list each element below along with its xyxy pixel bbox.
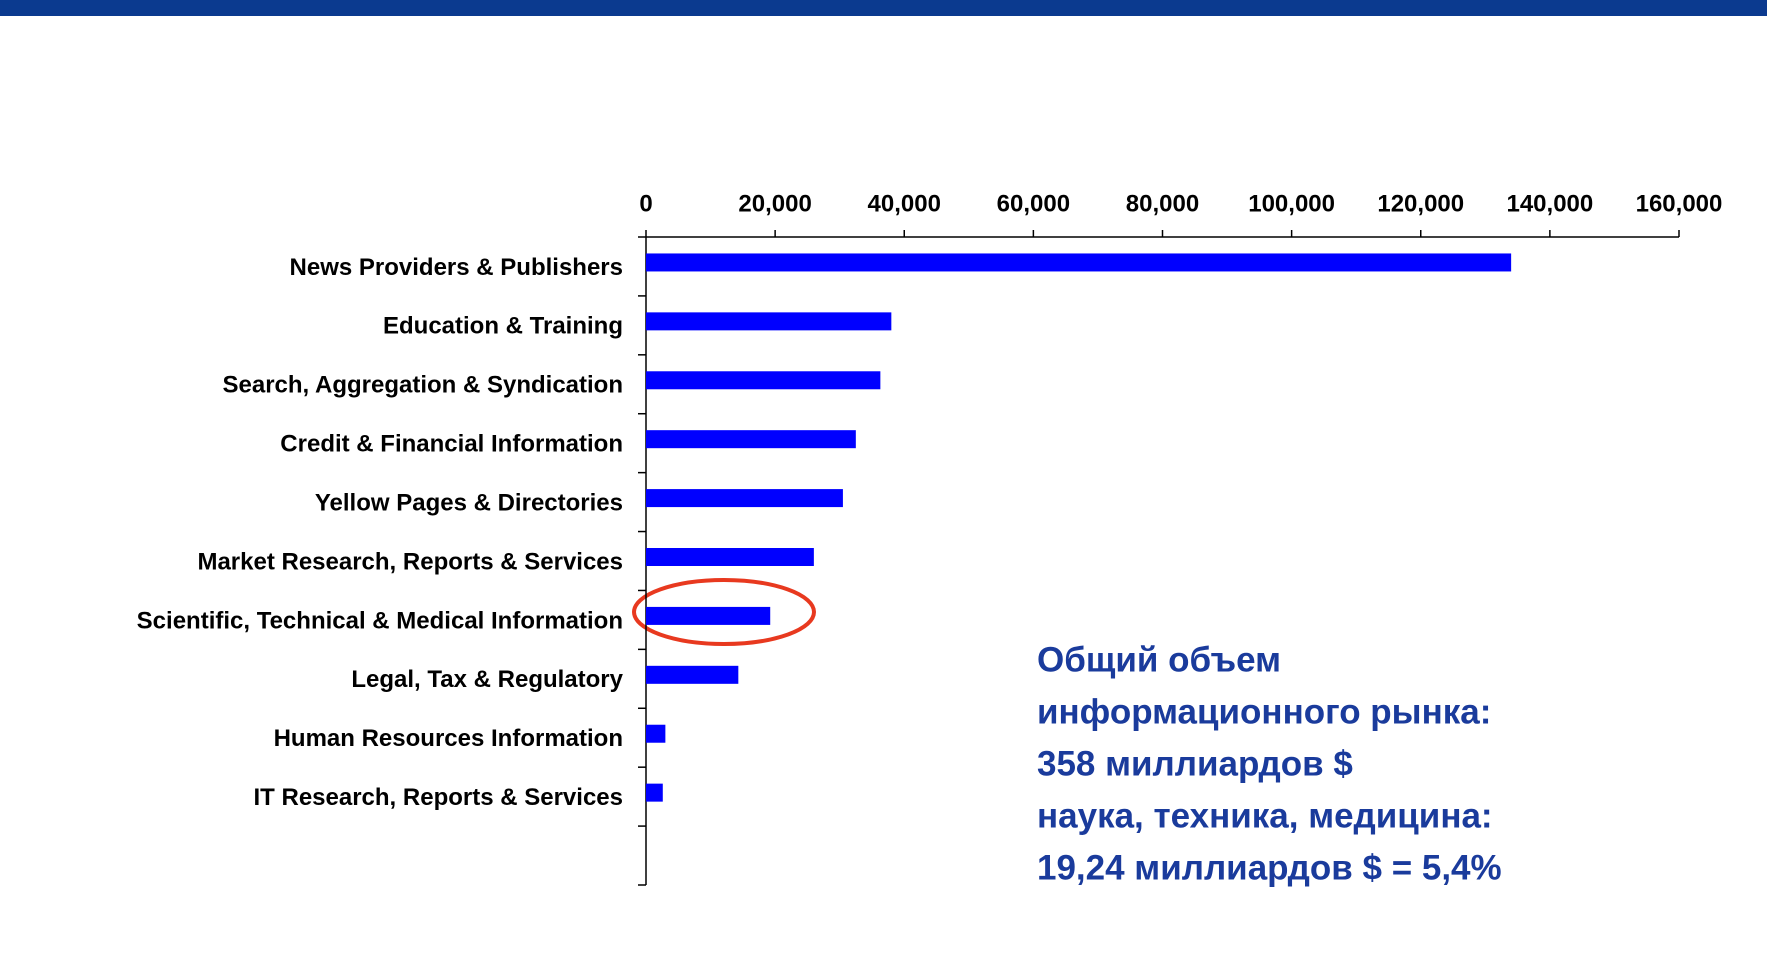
- annotation: 19,24 миллиардов $ = 5,4%: [1037, 848, 1502, 887]
- x-tick-label: 60,000: [997, 190, 1070, 217]
- y-tick-label: Yellow Pages & Directories: [315, 489, 623, 516]
- x-tick-label: 20,000: [738, 190, 811, 217]
- y-tick-label: Credit & Financial Information: [280, 431, 623, 458]
- bar: [646, 430, 856, 449]
- x-tick-label: 0: [639, 190, 652, 217]
- bar: [646, 489, 843, 508]
- y-tick-label: Legal, Tax & Regulatory: [351, 666, 623, 693]
- x-tick-label: 120,000: [1377, 190, 1464, 217]
- annotation: 358 миллиардов $: [1037, 744, 1353, 783]
- bar: [646, 783, 663, 802]
- x-tick-label: 140,000: [1506, 190, 1593, 217]
- bar: [646, 665, 739, 684]
- x-tick-label: 100,000: [1248, 190, 1335, 217]
- y-tick-label: Market Research, Reports & Services: [197, 548, 623, 575]
- annotation: наука, техника, медицина:: [1037, 796, 1493, 835]
- x-tick-label: 40,000: [868, 190, 941, 217]
- y-tick-label: Scientific, Technical & Medical Informat…: [137, 607, 623, 634]
- x-tick-label: 80,000: [1126, 190, 1199, 217]
- y-tick-label: Human Resources Information: [274, 725, 623, 752]
- y-tick-label: News Providers & Publishers: [290, 254, 623, 281]
- annotation: информационного рынка:: [1037, 692, 1491, 731]
- y-tick-label: Search, Aggregation & Syndication: [222, 372, 623, 399]
- x-tick-label: 160,000: [1636, 190, 1723, 217]
- bar: [646, 253, 1512, 272]
- bar: [646, 724, 666, 743]
- y-tick-label: Education & Training: [383, 313, 623, 340]
- annotation: Общий объем: [1037, 640, 1281, 679]
- y-tick-label: IT Research, Reports & Services: [253, 784, 623, 811]
- bar: [646, 371, 881, 390]
- highlight-ellipse: [632, 578, 816, 646]
- bar: [646, 548, 814, 566]
- bar: [646, 606, 771, 625]
- bar: [646, 312, 892, 331]
- header-bar: [0, 0, 1767, 16]
